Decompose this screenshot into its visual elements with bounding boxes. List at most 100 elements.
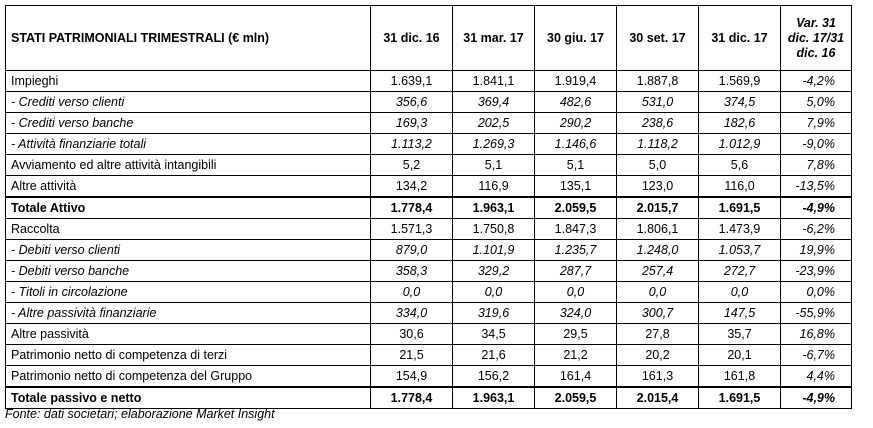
value-cell: 5,1 [452,154,535,176]
value-cell: 319,6 [452,302,535,324]
value-cell: 21,6 [452,344,535,366]
value-cell: 0,0 [370,281,453,303]
table-row: - Crediti verso clienti 356,6 369,4 482,6 53… [5,91,852,113]
value-cell: 20,1 [698,344,781,366]
value-cell: 20,2 [616,344,699,366]
value-cell: 1.778,4 [370,196,453,219]
table-row: Patrimonio netto di competenza di terzi 2… [5,344,852,366]
value-cell: 34,5 [452,323,535,345]
row-label: Patrimonio netto di competenza del Grupp… [5,365,371,388]
table-row: Altre passività 30,6 34,5 29,5 27,8 35,7 16,8% [5,323,852,345]
value-cell: 1.146,6 [534,133,617,155]
variation-cell: -4,9% [780,196,852,219]
value-cell: 1.806,1 [616,218,699,240]
value-cell: 134,2 [370,175,453,198]
value-cell: 1.569,9 [698,70,781,92]
variation-cell: 0,0% [780,281,852,303]
value-cell: 116,9 [452,175,535,198]
row-label: Raccolta [5,218,371,240]
variation-cell: 7,9% [780,112,852,134]
value-cell: 1.691,5 [698,196,781,219]
value-cell: 2.015,7 [616,196,699,219]
row-label: - Crediti verso clienti [5,91,371,113]
value-cell: 1.118,2 [616,133,699,155]
value-cell: 161,3 [616,365,699,388]
value-cell: 356,6 [370,91,453,113]
table-title-header: STATI PATRIMONIALI TRIMESTRALI (€ mln) [5,5,371,71]
variation-cell: -6,2% [780,218,852,240]
value-cell: 482,6 [534,91,617,113]
balance-sheet-table-container: STATI PATRIMONIALI TRIMESTRALI (€ mln) 3… [5,5,852,409]
column-header-mar17: 31 mar. 17 [452,5,535,71]
value-cell: 1.053,7 [698,239,781,261]
value-cell: 272,7 [698,260,781,282]
variation-cell: -55,9% [780,302,852,324]
value-cell: 0,0 [534,281,617,303]
value-cell: 35,7 [698,323,781,345]
value-cell: 0,0 [616,281,699,303]
row-label: Impieghi [5,70,371,92]
value-cell: 1.691,5 [698,386,781,409]
value-cell: 1.012,9 [698,133,781,155]
value-cell: 147,5 [698,302,781,324]
value-cell: 879,0 [370,239,453,261]
table-row: - Debiti verso banche 358,3 329,2 287,7 257,… [5,260,852,282]
value-cell: 29,5 [534,323,617,345]
value-cell: 27,8 [616,323,699,345]
row-label: - Titoli in circolazione [5,281,371,303]
value-cell: 116,0 [698,175,781,198]
table-header-row: STATI PATRIMONIALI TRIMESTRALI (€ mln) 3… [5,5,852,71]
value-cell: 0,0 [452,281,535,303]
row-label: - Crediti verso banche [5,112,371,134]
value-cell: 5,0 [616,154,699,176]
table-row: - Crediti verso banche 169,3 202,5 290,2 238… [5,112,852,134]
value-cell: 1.571,3 [370,218,453,240]
row-label: - Debiti verso clienti [5,239,371,261]
value-cell: 30,6 [370,323,453,345]
value-cell: 161,4 [534,365,617,388]
value-cell: 1.919,4 [534,70,617,92]
value-cell: 531,0 [616,91,699,113]
variation-cell: 5,0% [780,91,852,113]
value-cell: 21,5 [370,344,453,366]
value-cell: 0,0 [698,281,781,303]
variation-cell: -6,7% [780,344,852,366]
variation-cell: -4,9% [780,386,852,409]
table-row: Avviamento ed altre attività intangibili… [5,154,852,176]
value-cell: 300,7 [616,302,699,324]
value-cell: 334,0 [370,302,453,324]
column-header-sep17: 30 set. 17 [616,5,699,71]
table-row: Impieghi 1.639,1 1.841,1 1.919,4 1.887,8 1.56… [5,70,852,92]
value-cell: 1.235,7 [534,239,617,261]
value-cell: 154,9 [370,365,453,388]
value-cell: 1.248,0 [616,239,699,261]
value-cell: 1.101,9 [452,239,535,261]
row-label: Altre passività [5,323,371,345]
column-header-dec16: 31 dic. 16 [370,5,453,71]
balance-sheet-table: STATI PATRIMONIALI TRIMESTRALI (€ mln) 3… [5,5,852,409]
value-cell: 21,2 [534,344,617,366]
value-cell: 257,4 [616,260,699,282]
value-cell: 329,2 [452,260,535,282]
value-cell: 324,0 [534,302,617,324]
value-cell: 5,2 [370,154,453,176]
column-header-jun17: 30 giu. 17 [534,5,617,71]
row-label: Patrimonio netto di competenza di terzi [5,344,371,366]
variation-cell: 16,8% [780,323,852,345]
value-cell: 1.778,4 [370,386,453,409]
value-cell: 238,6 [616,112,699,134]
value-cell: 369,4 [452,91,535,113]
value-cell: 5,1 [534,154,617,176]
value-cell: 202,5 [452,112,535,134]
value-cell: 358,3 [370,260,453,282]
value-cell: 123,0 [616,175,699,198]
source-note: Fonte: dati societari; elaborazione Mark… [5,407,275,421]
row-label: Totale passivo e netto [5,386,371,409]
value-cell: 1.750,8 [452,218,535,240]
variation-cell: -4,2% [780,70,852,92]
value-cell: 1.887,8 [616,70,699,92]
value-cell: 1.963,1 [452,196,535,219]
table-row: Totale passivo e netto 1.778,4 1.963,1 2.05… [5,386,852,409]
value-cell: 156,2 [452,365,535,388]
variation-cell: 7,8% [780,154,852,176]
